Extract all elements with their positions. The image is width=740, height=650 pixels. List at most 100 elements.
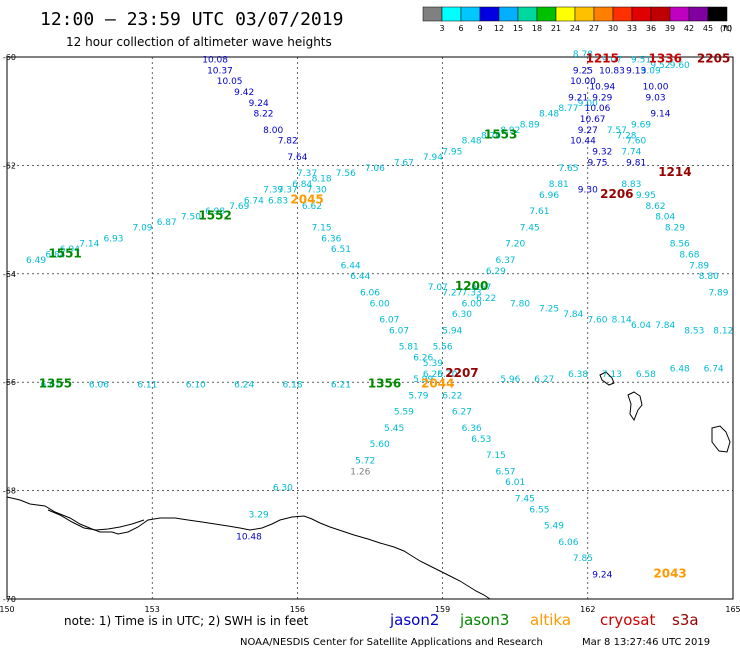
wave-height-value: 5.56 [433, 343, 453, 353]
wave-height-value: 6.57 [495, 467, 515, 477]
wave-height-value: 6.21 [331, 381, 351, 391]
wave-height-value: 5.96 [500, 375, 520, 385]
legend-label: 70 [722, 24, 732, 33]
wave-height-value: 6.70 [437, 370, 457, 380]
wave-height-value: 6.22 [476, 294, 496, 304]
wave-height-value: 7.94 [423, 153, 443, 163]
lat-lon-grid: 150 153 156 159 162 165 -60 -62 -64 -66 -68 -70 [0, 53, 740, 614]
wave-height-value: 7.56 [336, 169, 356, 179]
island [711, 425, 731, 453]
legend-label: 27 [589, 24, 599, 33]
wave-height-value: 7.14 [79, 240, 99, 250]
legend-label: 42 [684, 24, 694, 33]
wave-height-value: 7.60 [587, 316, 607, 326]
wave-height-value: 6.96 [539, 191, 559, 201]
wave-height-value: 6.49 [26, 256, 46, 266]
wave-height-value: 9.95 [636, 191, 656, 201]
legend-swatch [650, 6, 671, 22]
wave-height-value: 9.42 [234, 88, 254, 98]
wave-height-value: 6.93 [103, 234, 123, 244]
wave-height-value: 7.39 [263, 186, 283, 196]
wave-height-value: 8.77 [558, 104, 578, 114]
wave-height-value: 10.37 [207, 66, 233, 76]
wave-height-value: 8.00 [263, 126, 283, 136]
wave-height-value: 7.67 [394, 158, 414, 168]
wave-height-value: 10.00 [643, 83, 669, 93]
wave-height-value: 6.27 [452, 408, 472, 418]
legend-swatch [574, 6, 595, 22]
wave-height-value: 6.00 [462, 299, 482, 309]
pass-time-label: 2045 [290, 192, 323, 206]
legend-swatch [479, 6, 500, 22]
pass-time-label: 2043 [653, 566, 686, 580]
wave-height-value: 7.45 [515, 494, 535, 504]
wave-height-value: 7.07 [428, 283, 448, 293]
wave-height-value: 5.79 [408, 391, 428, 401]
legend-label: 18 [532, 24, 542, 33]
wave-height-value: 10.83 [599, 66, 625, 76]
wave-height-value: 5.60 [370, 440, 390, 450]
lon-tick-label: 153 [145, 605, 160, 614]
wave-height-value: 9.25 [573, 66, 593, 76]
legend-swatch [593, 6, 614, 22]
pass-time-label: 2044 [421, 377, 454, 391]
wave-height-value: 1.26 [350, 467, 370, 477]
wave-height-value: 7.25 [539, 305, 559, 315]
lon-tick-label: 165 [725, 605, 740, 614]
wave-height-value: 8.18 [312, 175, 332, 185]
pass-time-label: 1200 [455, 279, 488, 293]
lat-tick-label: -60 [3, 53, 16, 62]
wave-height-value: 6.87 [157, 218, 177, 228]
lon-tick-label: 150 [0, 605, 15, 614]
wave-height-value: 7.80 [510, 299, 530, 309]
wave-height-value: 8.80 [699, 272, 719, 282]
wave-height-value: 10.06 [585, 104, 611, 114]
wave-height-value: 6.38 [568, 370, 588, 380]
satellite-name: jason2 [389, 611, 439, 629]
wave-height-value: 8.53 [684, 326, 704, 336]
wave-height-value: 9.69 [631, 120, 651, 130]
wave-height-value: 9.60 [670, 61, 690, 71]
wave-height-value: 7.13 [602, 370, 622, 380]
wave-height-value: 5.45 [384, 424, 404, 434]
wave-height-value: 6.01 [505, 478, 525, 488]
wave-height-value: 6.51 [331, 245, 351, 255]
satellite-name: s3a [672, 611, 699, 629]
legend-label: 6 [458, 24, 463, 33]
map-subtitle: 12 hour collection of altimeter wave hei… [66, 35, 332, 49]
wave-height-value: 7.95 [442, 148, 462, 158]
coastline-inner [47, 509, 145, 531]
credit-text: NOAA/NESDIS Center for Satellite Applica… [240, 637, 543, 648]
legend-label: 12 [494, 24, 504, 33]
wave-height-value: 6.74 [704, 364, 724, 374]
legend-label: 30 [608, 24, 618, 33]
wave-height-value: 6.00 [370, 299, 390, 309]
satellite-name: altika [530, 611, 571, 629]
legend-swatch [441, 6, 462, 22]
wave-height-value: 7.09 [132, 223, 152, 233]
pass-time-label: 2207 [445, 366, 478, 380]
legend-label: 21 [551, 24, 561, 33]
wave-height-value: 6.30 [452, 310, 472, 320]
wave-height-value: 5.59 [394, 408, 414, 418]
wave-height-value: 8.92 [500, 126, 520, 136]
wave-height-value: 7.28 [616, 131, 636, 141]
wave-height-value: 8.78 [573, 50, 593, 60]
wave-height-value: 7.74 [621, 148, 641, 158]
lat-tick-label: -64 [3, 270, 16, 279]
wave-height-value: 8.62 [646, 202, 666, 212]
wave-height-value: 6.06 [558, 538, 578, 548]
wave-height-value: 8.48 [462, 137, 482, 147]
wave-height-value: 8.14 [612, 316, 632, 326]
legend-swatch [517, 6, 538, 22]
color-legend: 3 6 9 12 15 18 21 24 27 30 33 36 39 42 45 70(ft) [422, 6, 732, 33]
wave-height-value: 9.29 [592, 93, 612, 103]
island [599, 371, 615, 386]
wave-height-value: 10.67 [580, 115, 606, 125]
wave-height-value: 7.30 [307, 186, 327, 196]
timestamp: Mar 8 13:27:46 UTC 2019 [582, 637, 710, 648]
wave-height-value: 7.33 [462, 288, 482, 298]
wave-height-value: 6.25 [423, 370, 443, 380]
wave-height-value: 7.20 [505, 240, 525, 250]
